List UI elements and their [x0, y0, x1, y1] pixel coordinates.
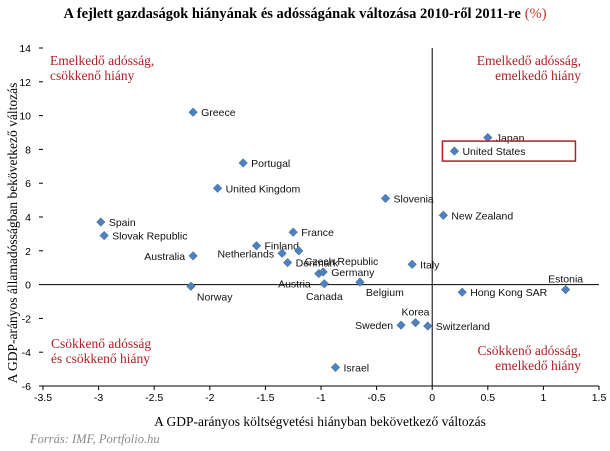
point-marker-belgium [355, 277, 365, 287]
quadrant-label-bottom-left: és csökkenő hiány [51, 351, 150, 366]
x-axis-label: A GDP-arányos költségvetési hiányban bek… [154, 414, 486, 429]
point-marker-switzerland [423, 321, 433, 331]
point-marker-france [288, 227, 298, 237]
y-tick-label: -2 [22, 313, 31, 325]
point-label-finland: Finland [265, 241, 300, 253]
point-label-japan: Japan [496, 133, 525, 145]
point-label-germany: Germany [331, 267, 375, 279]
point-label-australia: Australia [144, 251, 185, 263]
point-label-switzerland: Switzerland [436, 321, 490, 333]
point-marker-korea [410, 317, 421, 328]
quadrant-label-bottom-right: Csökkenő adósság, [478, 343, 582, 358]
chart-title: A fejlett gazdaságok hiányának és adóssá… [0, 6, 610, 23]
point-marker-italy [407, 259, 417, 269]
point-marker-hong-kong-sar [457, 287, 467, 297]
quadrant-labels: Emelkedő adósság,csökkenő hiányEmelkedő … [50, 53, 581, 373]
point-label-netherlands: Netherlands [217, 248, 274, 260]
point-marker-germany [318, 267, 328, 277]
quadrant-label-top-right: emelkedő hiány [495, 68, 581, 83]
y-tick-label: 2 [25, 246, 31, 258]
quadrant-label-bottom-right: emelkedő hiány [495, 358, 581, 373]
point-marker-japan [483, 132, 493, 143]
axes: -3.5 -3 -2.5 -2 -1.5 -1 -0.5 0 0.5 1 1.5 -6 -4 -2 0 2 4 6… [19, 43, 606, 404]
quadrant-label-top-left: Emelkedő adósság, [50, 53, 154, 68]
point-label-new-zealand: New Zealand [451, 210, 513, 222]
point-label-belgium: Belgium [366, 287, 404, 299]
point-marker-slovak-republic [99, 230, 109, 241]
point-label-hong-kong-sar: Hong Kong SAR [470, 287, 547, 299]
y-tick-label: 4 [25, 212, 31, 224]
x-tick-label: 0 [429, 392, 435, 404]
chart-title-unit: (%) [524, 6, 547, 22]
point-marker-norway [186, 281, 196, 291]
chart-title-text: A fejlett gazdaságok hiányának és adóssá… [63, 6, 521, 22]
point-label-united-kingdom: United Kingdom [226, 183, 301, 195]
point-marker-portugal [238, 158, 248, 168]
x-tick-label: 0.5 [480, 392, 495, 404]
point-label-france: France [301, 227, 334, 239]
point-marker-czech-republic [294, 246, 304, 256]
point-label-united-states: United States [462, 146, 525, 158]
y-axis-label: A GDP-arányos államadósságban bekövetkez… [5, 83, 20, 384]
y-tick-label: 12 [19, 77, 31, 89]
y-tick-label: -4 [22, 347, 31, 359]
point-marker-slovenia [380, 193, 391, 204]
point-label-norway: Norway [197, 291, 233, 303]
y-tick-label: 8 [25, 144, 31, 156]
x-tick-label: -2.5 [145, 392, 163, 404]
point-marker-new-zealand [438, 210, 448, 220]
x-tick-label: -3 [94, 392, 103, 404]
point-label-estonia: Estonia [548, 274, 583, 286]
x-tick-label: -3.5 [34, 392, 52, 404]
point-label-israel: Israel [343, 362, 369, 374]
point-marker-sweden [396, 320, 406, 330]
data-points: Greece Portugal United Kingdom Spain Slovak … [96, 107, 583, 374]
point-label-austria: Austria [278, 279, 311, 291]
point-label-portugal: Portugal [251, 158, 290, 170]
x-tick-label: -1.5 [256, 392, 274, 404]
point-label-sweden: Sweden [355, 320, 393, 332]
x-tick-label: 1.5 [592, 392, 607, 404]
quadrant-label-top-right: Emelkedő adósság, [477, 53, 581, 68]
point-label-italy: Italy [420, 259, 440, 271]
point-marker-united-kingdom [212, 183, 223, 193]
point-label-greece: Greece [201, 107, 236, 119]
y-tick-label: -6 [22, 381, 31, 393]
point-label-canada: Canada [306, 291, 343, 303]
point-marker-united-states [449, 146, 460, 156]
x-tick-label: -1 [316, 392, 325, 404]
point-label-slovenia: Slovenia [393, 193, 433, 205]
point-marker-greece [188, 107, 198, 117]
source-note: Forrás: IMF, Portfolio.hu [30, 432, 160, 446]
point-marker-denmark [282, 257, 293, 268]
point-label-korea: Korea [402, 307, 430, 319]
point-marker-spain [96, 217, 106, 227]
point-label-denmark: Denmark [296, 258, 339, 270]
point-label-spain: Spain [109, 217, 136, 229]
point-marker-israel [330, 362, 341, 373]
quadrant-label-top-left: csökkenő hiány [50, 68, 135, 83]
point-marker-finland [251, 241, 262, 251]
y-tick-label: 14 [19, 43, 31, 55]
point-marker-netherlands [277, 248, 287, 258]
point-marker-estonia [560, 285, 571, 295]
x-tick-label: 1 [540, 392, 546, 404]
quadrant-label-bottom-left: Csökkenő adósság [51, 336, 151, 351]
y-tick-label: 10 [19, 111, 31, 123]
y-tick-label: 0 [25, 280, 31, 292]
x-tick-label: -2 [205, 392, 214, 404]
highlight-box-united-states [441, 140, 577, 162]
point-marker-canada [319, 279, 329, 289]
point-marker-australia [188, 251, 198, 261]
y-tick-label: 6 [25, 178, 31, 190]
point-label-czech-republic: Czech Republic [305, 256, 379, 268]
x-tick-label: -0.5 [368, 392, 386, 404]
point-label-slovak-republic: Slovak Republic [112, 231, 187, 243]
